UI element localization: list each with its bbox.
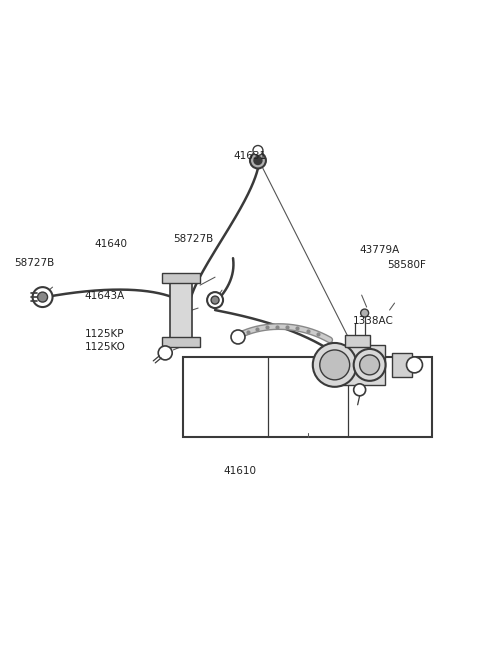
- Circle shape: [231, 330, 245, 344]
- Text: 1125KP: 1125KP: [84, 329, 124, 339]
- Text: 58727B: 58727B: [14, 259, 54, 269]
- Bar: [162, 337, 200, 347]
- Text: 58580F: 58580F: [387, 261, 426, 271]
- Text: 1338AC: 1338AC: [352, 316, 393, 326]
- Bar: [392, 353, 411, 377]
- Circle shape: [407, 357, 422, 373]
- Text: 41640: 41640: [94, 239, 127, 249]
- Bar: [183, 357, 432, 437]
- Circle shape: [158, 346, 172, 360]
- Circle shape: [360, 355, 380, 375]
- Circle shape: [37, 292, 48, 302]
- Circle shape: [211, 296, 219, 304]
- Text: 41631: 41631: [233, 151, 266, 161]
- Bar: [162, 273, 200, 283]
- Circle shape: [313, 343, 357, 387]
- Text: 41643A: 41643A: [84, 291, 125, 301]
- Circle shape: [354, 384, 366, 396]
- Circle shape: [360, 309, 369, 317]
- Text: 41610: 41610: [224, 466, 256, 476]
- Bar: [335, 345, 384, 385]
- Circle shape: [33, 287, 52, 307]
- Circle shape: [207, 292, 223, 308]
- Circle shape: [253, 145, 263, 155]
- Circle shape: [354, 349, 385, 381]
- Circle shape: [254, 157, 262, 164]
- Text: 43779A: 43779A: [360, 246, 400, 255]
- Circle shape: [320, 350, 350, 380]
- Circle shape: [250, 153, 266, 168]
- Text: 1125KO: 1125KO: [84, 342, 125, 352]
- Bar: [345, 335, 370, 347]
- Bar: [170, 275, 192, 345]
- Text: 58727B: 58727B: [173, 234, 213, 244]
